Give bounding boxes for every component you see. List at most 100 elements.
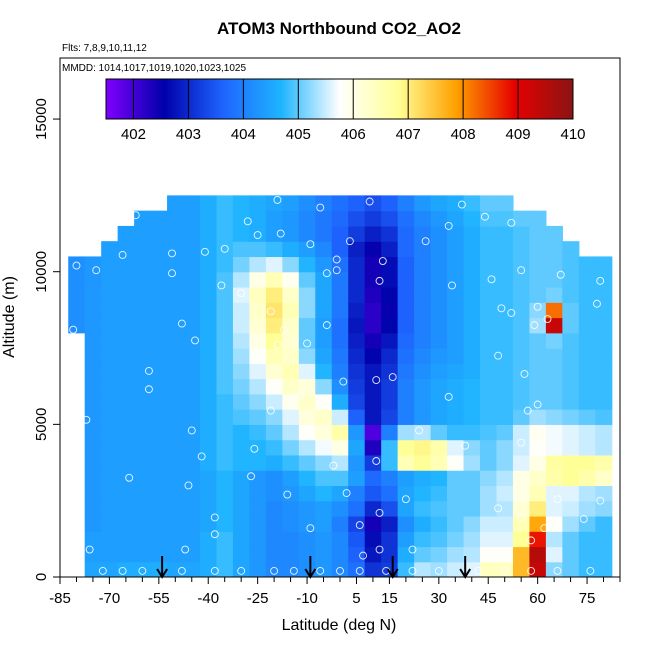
- heatmap-cell: [381, 546, 399, 563]
- heatmap-cell: [249, 195, 267, 212]
- heatmap-cell: [282, 286, 300, 303]
- sample-point: [210, 513, 219, 522]
- sample-point: [98, 566, 107, 575]
- heatmap-cell: [150, 378, 168, 395]
- heatmap-cell: [216, 454, 234, 471]
- heatmap-cell: [216, 470, 234, 487]
- heatmap-cell: [101, 241, 119, 258]
- heatmap-cell: [134, 470, 152, 487]
- heatmap-cell: [84, 286, 102, 303]
- heatmap-cell: [216, 378, 234, 395]
- heatmap-cell: [529, 332, 547, 349]
- sample-point: [200, 247, 209, 256]
- heatmap-cell: [101, 531, 119, 548]
- sample-point: [220, 244, 229, 253]
- heatmap-cell: [232, 485, 251, 502]
- heatmap-cell: [496, 546, 514, 563]
- heatmap-cell: [414, 332, 432, 349]
- heatmap-cell: [364, 348, 382, 364]
- heatmap-cell: [381, 286, 399, 303]
- sample-point: [444, 392, 453, 401]
- heatmap-cell: [348, 531, 366, 548]
- heatmap-cell: [331, 454, 349, 471]
- heatmap-cell: [331, 561, 349, 577]
- heatmap-cell: [298, 454, 316, 471]
- heatmap-cell: [167, 424, 185, 441]
- heatmap-cell: [562, 485, 580, 502]
- heatmap-cell: [282, 515, 300, 532]
- heatmap-cell: [381, 500, 399, 517]
- heatmap-cell: [265, 271, 283, 288]
- heatmap-cell: [529, 561, 547, 577]
- heatmap-cell: [447, 348, 465, 364]
- heatmap-cell: [200, 393, 218, 410]
- heatmap-cell: [216, 531, 234, 548]
- sample-point: [237, 289, 246, 298]
- heatmap-cell: [512, 454, 531, 471]
- heatmap-cell: [595, 500, 613, 517]
- heatmap-cell: [232, 317, 251, 334]
- heatmap-cell: [117, 271, 135, 288]
- sample-point: [177, 319, 186, 328]
- heatmap-cell: [595, 393, 613, 410]
- heatmap-cell: [101, 363, 119, 380]
- heatmap-cell: [578, 363, 596, 380]
- heatmap-cell: [84, 332, 102, 349]
- heatmap-cell: [463, 485, 481, 502]
- heatmap-cell: [430, 500, 448, 517]
- heatmap-cell: [381, 225, 399, 242]
- heatmap-cell: [134, 515, 152, 532]
- heatmap-cell: [249, 225, 267, 242]
- heatmap-cell: [167, 195, 185, 212]
- heatmap-cell: [512, 561, 531, 577]
- sample-point: [168, 269, 176, 278]
- heatmap-cell: [562, 286, 580, 303]
- heatmap-cell: [348, 332, 366, 349]
- heatmap-cell: [232, 271, 251, 288]
- heatmap-cell: [298, 348, 316, 364]
- heatmap-cell: [578, 393, 596, 410]
- heatmap-cell: [430, 439, 448, 456]
- sample-point: [536, 426, 545, 435]
- heatmap-cell: [134, 424, 152, 441]
- sample-point: [517, 266, 526, 275]
- heatmap-cell: [200, 546, 218, 563]
- heatmap-cell: [480, 546, 498, 563]
- sample-point: [283, 490, 292, 499]
- heatmap-cell: [545, 546, 563, 563]
- heatmap-cell: [512, 302, 531, 319]
- heatmap-cell: [545, 348, 563, 364]
- heatmap-cell: [68, 302, 86, 319]
- sample-point: [408, 566, 417, 575]
- heatmap-cell: [200, 424, 218, 441]
- heatmap-cell: [150, 470, 168, 487]
- heatmap-cell: [348, 302, 366, 319]
- sample-point: [507, 308, 516, 317]
- heatmap-cell: [216, 561, 234, 577]
- heatmap-cell: [348, 454, 366, 471]
- heatmap-cell: [430, 515, 448, 532]
- heatmap-cell: [463, 271, 481, 288]
- sample-point: [342, 489, 351, 497]
- heatmap-cell: [578, 454, 596, 471]
- heatmap-cell: [463, 210, 481, 227]
- heatmap-cell: [463, 409, 481, 425]
- heatmap-cell: [315, 470, 333, 487]
- heatmap-cell: [265, 378, 283, 395]
- heatmap-cell: [150, 439, 168, 456]
- heatmap-cell: [364, 546, 382, 563]
- heatmap-cell: [496, 271, 514, 288]
- x-tick-label: 45: [480, 590, 497, 607]
- heatmap-cell: [578, 332, 596, 349]
- heatmap-cell: [331, 409, 349, 425]
- heatmap-cell: [331, 439, 349, 456]
- sample-point: [289, 566, 298, 575]
- heatmap-cell: [150, 225, 168, 242]
- heatmap-cell: [117, 363, 135, 380]
- heatmap-cell: [134, 332, 152, 349]
- heatmap-cell: [282, 393, 300, 410]
- heatmap-cell: [480, 271, 498, 288]
- heatmap-cell: [117, 332, 135, 349]
- heatmap-cell: [282, 531, 300, 548]
- heatmap-cell: [315, 195, 333, 212]
